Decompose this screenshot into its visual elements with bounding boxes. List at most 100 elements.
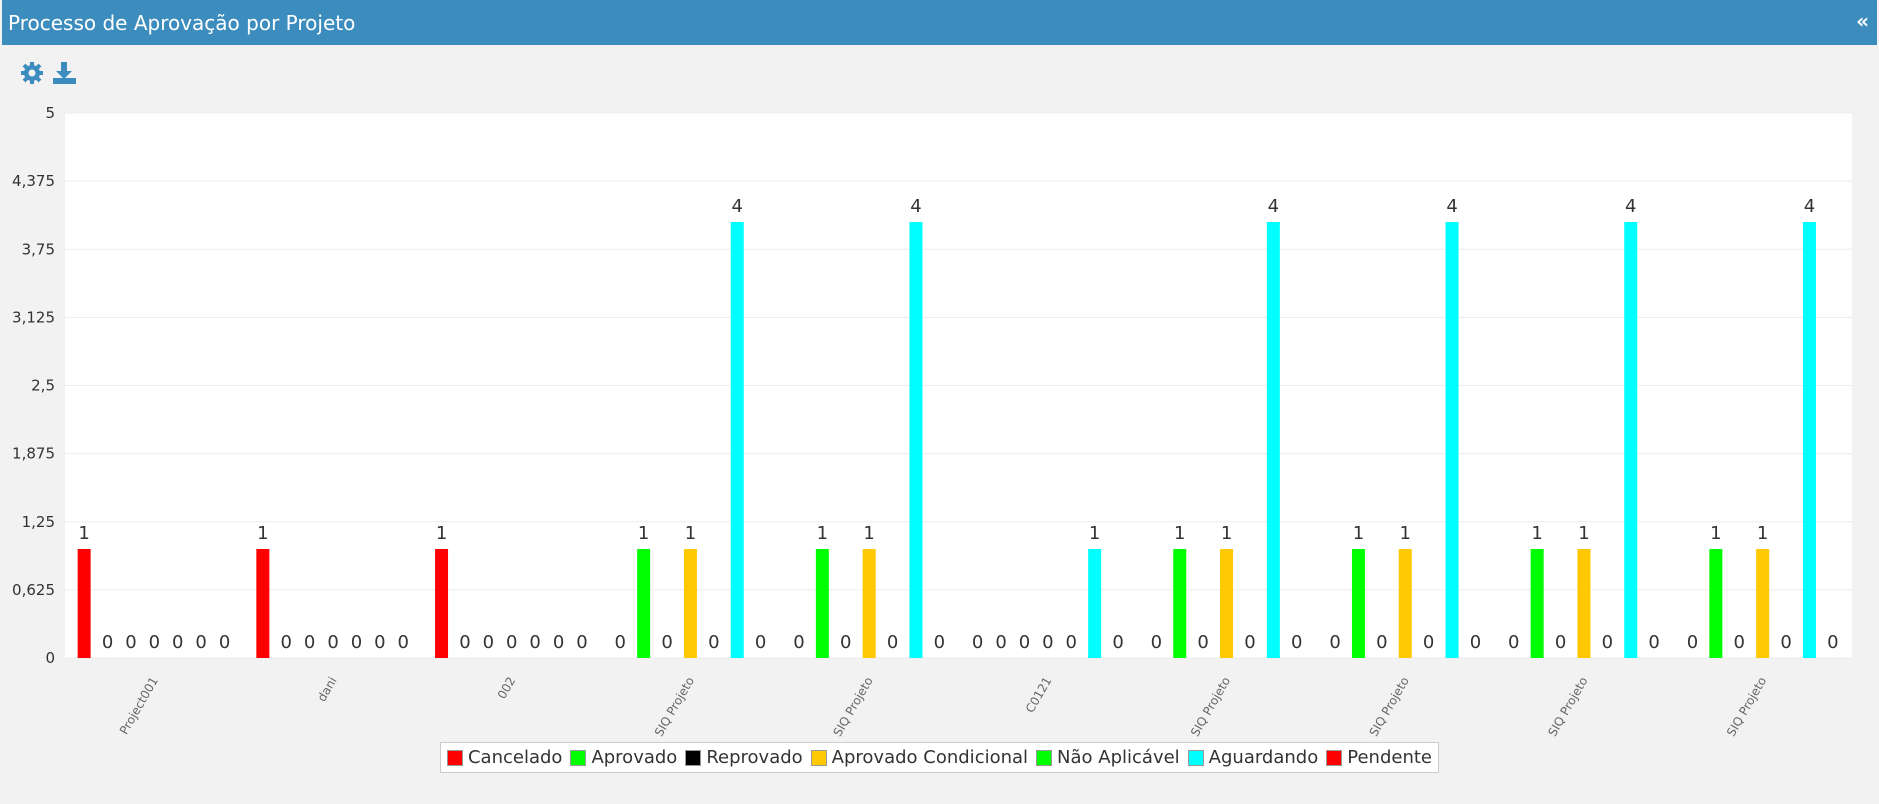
data-label: 0 [529,632,540,653]
legend-label: Aguardando [1208,747,1319,768]
data-label: 0 [125,632,136,653]
bar [683,549,697,658]
legend-label: Aprovado Condicional [831,747,1029,768]
bar [909,222,923,658]
y-tick-label: 0 [45,649,55,667]
data-label: 1 [257,523,268,544]
legend-swatch [1036,749,1053,766]
y-tick-label: 2,5 [31,377,55,395]
bar [435,549,449,658]
y-tick-label: 0,625 [12,581,55,599]
data-label: 1 [1353,523,1364,544]
data-label: 0 [1291,632,1302,653]
data-label: 1 [1531,523,1542,544]
data-label: 4 [910,196,921,217]
data-label: 0 [1687,632,1698,653]
data-label: 1 [1578,523,1589,544]
legend-item[interactable]: Pendente [1326,747,1432,768]
x-tick-label: SIQ Projeto [1188,675,1233,739]
bar [1530,549,1544,658]
data-label: 4 [1446,196,1457,217]
legend-label: Cancelado [467,747,563,768]
legend-swatch [685,749,702,766]
bar [1398,549,1412,658]
legend-item[interactable]: Não Aplicável [1036,747,1180,768]
collapse-toggle[interactable]: « [1856,9,1869,33]
data-label: 1 [78,523,89,544]
data-label: 0 [327,632,338,653]
data-label: 0 [149,632,160,653]
data-label: 0 [576,632,587,653]
x-tick-label: dani [315,675,340,704]
data-label: 1 [1400,523,1411,544]
legend-item[interactable]: Aprovado Condicional [810,747,1029,768]
data-label: 0 [1780,632,1791,653]
y-tick-label: 4,375 [12,172,55,190]
legend-item[interactable]: Aguardando [1187,747,1319,768]
bar [1624,222,1638,658]
x-tick-label: SIQ Projeto [1367,675,1412,739]
data-label: 4 [1268,196,1279,217]
data-label: 0 [1066,632,1077,653]
data-label: 1 [817,523,828,544]
bar [1709,549,1723,658]
data-label: 0 [1197,632,1208,653]
data-label: 0 [708,632,719,653]
download-icon[interactable] [53,62,76,84]
data-label: 0 [1602,632,1613,653]
data-label: 1 [638,523,649,544]
x-tick-label: 002 [495,675,519,702]
data-label: 0 [398,632,409,653]
settings-icon[interactable] [21,62,43,84]
legend-label: Reprovado [706,747,803,768]
data-label: 0 [1827,632,1838,653]
data-label: 0 [1329,632,1340,653]
data-label: 0 [281,632,292,653]
data-label: 0 [195,632,206,653]
data-label: 0 [351,632,362,653]
legend-item[interactable]: Cancelado [446,747,563,768]
legend-label: Pendente [1347,747,1432,768]
data-label: 0 [1376,632,1387,653]
legend-swatch [1187,749,1204,766]
data-label: 1 [1221,523,1232,544]
data-label: 1 [1174,523,1185,544]
bar [256,549,270,658]
data-label: 4 [1625,196,1636,217]
data-label: 0 [1151,632,1162,653]
bar [1802,222,1816,658]
y-tick-label: 5 [45,104,55,122]
data-label: 4 [732,196,743,217]
data-label: 0 [615,632,626,653]
x-tick-label: SIQ Projeto [1545,675,1590,739]
chart: 0 0,625 1,25 1,875 2,5 3,125 3,75 4,375 5 Project… [12,104,1852,739]
data-label: 0 [840,632,851,653]
data-label: 0 [755,632,766,653]
data-label: 0 [1734,632,1745,653]
legend-box: Cancelado Aprovado Reprovado Aprovado Condi… [439,742,1439,773]
legend-swatch [446,749,463,766]
bar [862,549,876,658]
data-label: 0 [553,632,564,653]
data-label: 0 [374,632,385,653]
x-tick-label: SIQ Projeto [652,675,697,739]
legend: Cancelado Aprovado Reprovado Aprovado Condi… [0,742,1879,773]
legend-item[interactable]: Aprovado [570,747,677,768]
legend-swatch [570,749,587,766]
bar [1088,549,1102,658]
data-label: 0 [102,632,113,653]
data-label: 0 [1112,632,1123,653]
x-tick-label: SIQ Projeto [831,675,876,739]
data-label: 1 [1089,523,1100,544]
legend-item[interactable]: Reprovado [685,747,803,768]
data-label: 0 [661,632,672,653]
bar [1445,222,1459,658]
data-label: 0 [1508,632,1519,653]
data-label: 0 [304,632,315,653]
data-label: 0 [887,632,898,653]
data-label: 1 [863,523,874,544]
data-label: 0 [1244,632,1255,653]
legend-label: Aprovado [591,747,678,768]
panel-header: Processo de Aprovação por Projeto « [2,0,1877,45]
